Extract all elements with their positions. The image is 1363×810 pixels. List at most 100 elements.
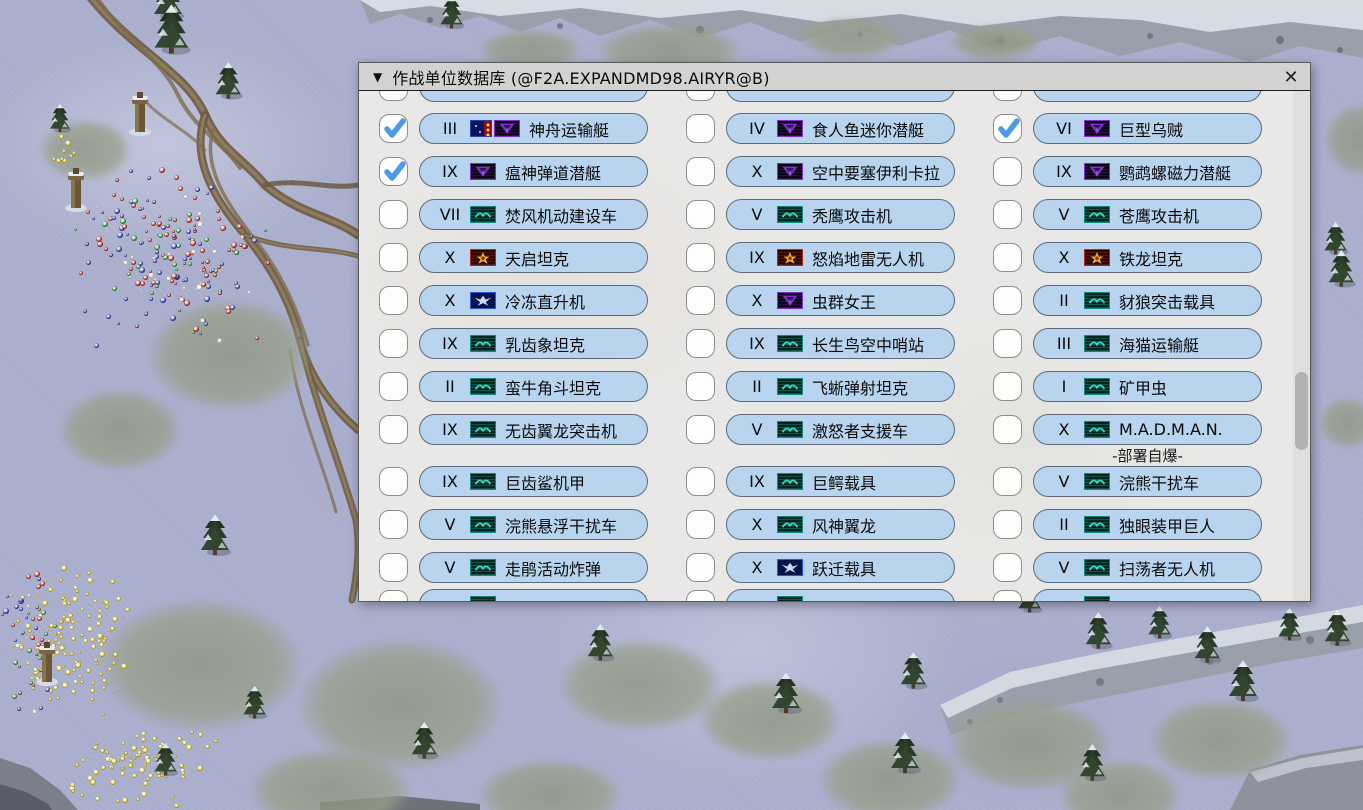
- unit-checkbox[interactable]: [993, 157, 1022, 186]
- unit-entry[interactable]: I 矿甲虫: [1033, 371, 1262, 402]
- foehn-faction-icon: [470, 335, 496, 352]
- unit-checkbox[interactable]: [993, 415, 1022, 444]
- unit-entry[interactable]: V 浣熊干扰车: [1033, 466, 1262, 497]
- unit-entry[interactable]: IX 无齿翼龙突击机: [419, 414, 648, 445]
- unit-entry[interactable]: X 冷冻直升机: [419, 285, 648, 316]
- unit-checkbox[interactable]: [686, 510, 715, 539]
- unit-checkbox[interactable]: [686, 415, 715, 444]
- unit-entry[interactable]: V 秃鹰攻击机: [726, 199, 955, 230]
- unit-entry[interactable]: [726, 589, 955, 601]
- unit-entry[interactable]: IX 巨鳄载具: [726, 466, 955, 497]
- unit-entry[interactable]: IX 巨齿鲨机甲: [419, 466, 648, 497]
- grass-patch: [820, 740, 960, 810]
- unit-checkbox[interactable]: [993, 243, 1022, 272]
- unit-checkbox[interactable]: [993, 372, 1022, 401]
- unit-checkbox[interactable]: [993, 467, 1022, 496]
- ore-gem: [128, 274, 133, 279]
- unit-entry[interactable]: X 空中要塞伊利卡拉: [726, 156, 955, 187]
- unit-checkbox[interactable]: [379, 467, 408, 496]
- ore-gem: [201, 261, 205, 265]
- scrollbar-track[interactable]: [1293, 91, 1310, 601]
- unit-checkbox[interactable]: [686, 329, 715, 358]
- unit-checkbox[interactable]: [379, 590, 408, 601]
- unit-entry[interactable]: VI 巨型乌贼: [1033, 113, 1262, 144]
- unit-entry[interactable]: II 豺狼突击载具: [1033, 285, 1262, 316]
- ore-gem: [74, 588, 79, 593]
- unit-checkbox[interactable]: [379, 286, 408, 315]
- unit-checkbox[interactable]: [686, 91, 715, 101]
- unit-checkbox[interactable]: [686, 467, 715, 496]
- unit-checkbox[interactable]: [686, 372, 715, 401]
- unit-checkbox[interactable]: [379, 415, 408, 444]
- unit-checkbox[interactable]: [993, 200, 1022, 229]
- unit-name: 瘟神弹道潜艇: [505, 163, 602, 183]
- unit-entry[interactable]: V 激怒者支援车: [726, 414, 955, 445]
- foehn-faction-icon: [777, 206, 803, 223]
- unit-checkbox[interactable]: [993, 286, 1022, 315]
- ore-gem: [24, 622, 31, 629]
- close-icon[interactable]: ✕: [1283, 66, 1299, 88]
- unit-entry[interactable]: [1033, 91, 1262, 102]
- unit-entry[interactable]: V 苍鹰攻击机: [1033, 199, 1262, 230]
- unit-entry[interactable]: II 独眼装甲巨人: [1033, 509, 1262, 540]
- unit-entry[interactable]: III 神舟运输艇: [419, 113, 648, 144]
- ore-gem: [204, 296, 211, 303]
- unit-checkbox[interactable]: [993, 553, 1022, 582]
- unit-checkbox[interactable]: [379, 510, 408, 539]
- unit-checkbox[interactable]: [686, 200, 715, 229]
- ore-gem: [199, 331, 203, 335]
- ore-gem: [213, 273, 218, 278]
- ore-gem: [40, 638, 45, 643]
- unit-checkbox[interactable]: [993, 91, 1022, 101]
- unit-checkbox[interactable]: [379, 114, 408, 143]
- unit-entry[interactable]: [419, 91, 648, 102]
- unit-entry[interactable]: III 海猫运输艇: [1033, 328, 1262, 359]
- unit-checkbox[interactable]: [686, 114, 715, 143]
- unit-checkbox[interactable]: [686, 590, 715, 601]
- unit-entry[interactable]: VII 焚风机动建设车: [419, 199, 648, 230]
- ore-gem: [152, 735, 158, 741]
- unit-entry[interactable]: X 风神翼龙: [726, 509, 955, 540]
- ore-gem: [100, 765, 106, 771]
- unit-entry[interactable]: X 虫群女王: [726, 285, 955, 316]
- unit-entry[interactable]: X 铁龙坦克: [1033, 242, 1262, 273]
- unit-checkbox[interactable]: [379, 91, 408, 101]
- unit-checkbox[interactable]: [993, 114, 1022, 143]
- unit-checkbox[interactable]: [686, 157, 715, 186]
- unit-entry[interactable]: X 天启坦克: [419, 242, 648, 273]
- scrollbar-thumb[interactable]: [1295, 372, 1308, 450]
- unit-entry[interactable]: V 走鹃活动炸弹: [419, 552, 648, 583]
- unit-entry[interactable]: X 跃迁载具: [726, 552, 955, 583]
- unit-checkbox[interactable]: [379, 553, 408, 582]
- unit-checkbox[interactable]: [379, 200, 408, 229]
- unit-checkbox[interactable]: [379, 157, 408, 186]
- unit-checkbox[interactable]: [686, 286, 715, 315]
- pine-tree: [888, 730, 922, 778]
- unit-checkbox[interactable]: [993, 329, 1022, 358]
- unit-entry[interactable]: [1033, 589, 1262, 601]
- collapse-triangle-icon[interactable]: ▼: [373, 69, 383, 84]
- unit-checkbox[interactable]: [686, 243, 715, 272]
- unit-entry[interactable]: II 蛮牛角斗坦克: [419, 371, 648, 402]
- unit-entry[interactable]: IX 乳齿象坦克: [419, 328, 648, 359]
- unit-checkbox[interactable]: [993, 590, 1022, 601]
- unit-entry[interactable]: IX 怒焰地雷无人机: [726, 242, 955, 273]
- epsilon-faction-icon: [777, 163, 803, 180]
- unit-entry[interactable]: X M.A.D.M.A.N.: [1033, 414, 1262, 445]
- unit-entry[interactable]: [419, 589, 648, 601]
- unit-entry[interactable]: IX 瘟神弹道潜艇: [419, 156, 648, 187]
- unit-checkbox[interactable]: [379, 372, 408, 401]
- unit-checkbox[interactable]: [686, 553, 715, 582]
- unit-checkbox[interactable]: [379, 243, 408, 272]
- unit-entry[interactable]: IV 食人鱼迷你潜艇: [726, 113, 955, 144]
- unit-checkbox[interactable]: [993, 510, 1022, 539]
- unit-entry[interactable]: II 飞蜥弹射坦克: [726, 371, 955, 402]
- unit-checkbox[interactable]: [379, 329, 408, 358]
- unit-entry[interactable]: IX 鹦鹉螺磁力潜艇: [1033, 156, 1262, 187]
- unit-entry[interactable]: [726, 91, 955, 102]
- unit-entry[interactable]: V 浣熊悬浮干扰车: [419, 509, 648, 540]
- unit-entry[interactable]: V 扫荡者无人机: [1033, 552, 1262, 583]
- dialog-titlebar[interactable]: ▼ 作战单位数据库 (@F2A.EXPANDMD98.AIRYR@B) ✕: [359, 63, 1310, 91]
- ore-gem: [216, 338, 222, 344]
- unit-entry[interactable]: IX 长生鸟空中哨站: [726, 328, 955, 359]
